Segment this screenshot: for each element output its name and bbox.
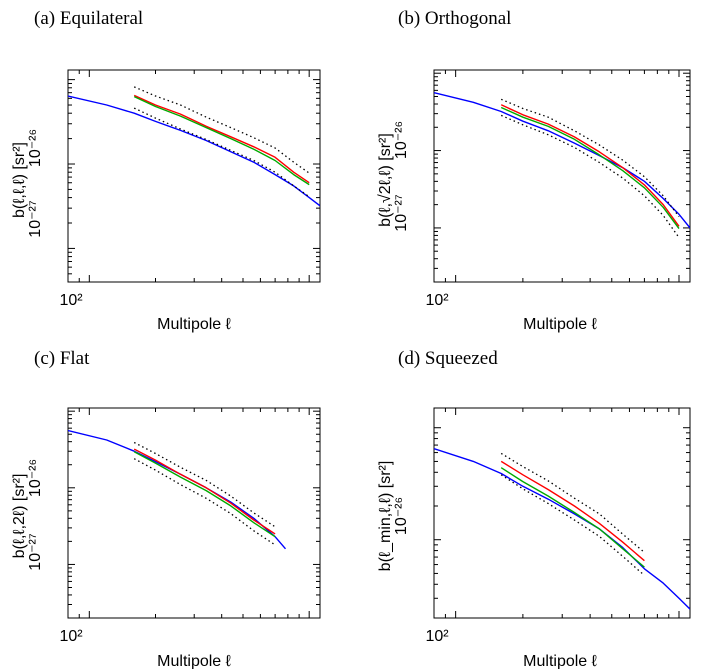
panel-a: (a) Equilateral Multipole ℓ 10² 10⁻²⁶ 10…: [11, 8, 321, 333]
series-line-0: [434, 448, 690, 610]
y-tick-label: 10⁻²⁶: [393, 121, 410, 159]
panel-title: (c) Flat: [34, 348, 90, 369]
plot-area: [433, 407, 691, 619]
series-line-4: [133, 458, 276, 546]
panel-b: (b) Orthogonal Multipole ℓ 10² 10⁻²⁶ 10⁻…: [377, 8, 691, 333]
x-axis-label: Multipole ℓ: [523, 653, 597, 669]
panel-title: (a) Equilateral: [34, 8, 143, 29]
y-tick-label: 10⁻²⁶: [27, 129, 44, 167]
series-line-1: [500, 104, 680, 227]
plot-area: [433, 69, 691, 283]
panel-title: (b) Orthogonal: [398, 8, 511, 29]
series-line-4: [500, 474, 645, 576]
series-line-1: [500, 460, 645, 562]
x-axis-label: Multipole ℓ: [523, 316, 597, 333]
panel-d: (d) Squeezed Multipole ℓ 10² 10⁻²⁶ b(ℓ_m…: [377, 348, 691, 669]
plot-area: [67, 69, 321, 283]
series-line-4: [133, 107, 310, 198]
series-line-0: [68, 95, 320, 207]
series-line-1: [133, 448, 276, 535]
y-axis-label: b(ℓ,ℓ,2ℓ) [sr²]: [11, 474, 28, 559]
series-line-2: [133, 451, 276, 538]
series-line-2: [500, 106, 680, 230]
y-axis-label: b(ℓ_min,ℓ,ℓ) [sr²]: [377, 461, 394, 572]
series-line-3: [133, 441, 276, 528]
series-line-3: [500, 98, 680, 217]
x-tick-label: 10²: [59, 292, 83, 309]
y-tick-label: 10⁻²⁶: [27, 459, 44, 497]
y-axis-label: b(ℓ,√2ℓ,ℓ) [sr²]: [377, 133, 394, 227]
x-tick-label: 10²: [425, 292, 449, 309]
series-line-2: [133, 95, 310, 186]
y-tick-label: 10⁻²⁷: [27, 533, 44, 571]
series-line-0: [68, 429, 287, 550]
series-line-1: [133, 94, 310, 184]
y-tick-label: 10⁻²⁶: [393, 497, 410, 535]
axes-frame: [67, 69, 321, 283]
series-line-2: [500, 467, 645, 568]
y-tick-label: 10⁻²⁷: [27, 200, 44, 238]
x-axis-label: Multipole ℓ: [157, 653, 231, 669]
x-tick-label: 10²: [59, 628, 83, 645]
panel-c: (c) Flat Multipole ℓ 10² 10⁻²⁶ 10⁻²⁷ b(ℓ…: [11, 348, 321, 669]
plot-area: [67, 407, 321, 619]
x-axis-label: Multipole ℓ: [157, 316, 231, 333]
series-line-3: [133, 86, 310, 174]
series-line-0: [434, 92, 690, 229]
series-line-4: [500, 114, 680, 238]
y-tick-label: 10⁻²⁷: [393, 194, 410, 232]
axes-frame: [433, 407, 691, 619]
x-tick-label: 10²: [425, 628, 449, 645]
panel-title: (d) Squeezed: [398, 348, 498, 369]
series-line-3: [500, 452, 645, 553]
y-axis-label: b(ℓ,ℓ,ℓ) [sr²]: [11, 142, 28, 218]
